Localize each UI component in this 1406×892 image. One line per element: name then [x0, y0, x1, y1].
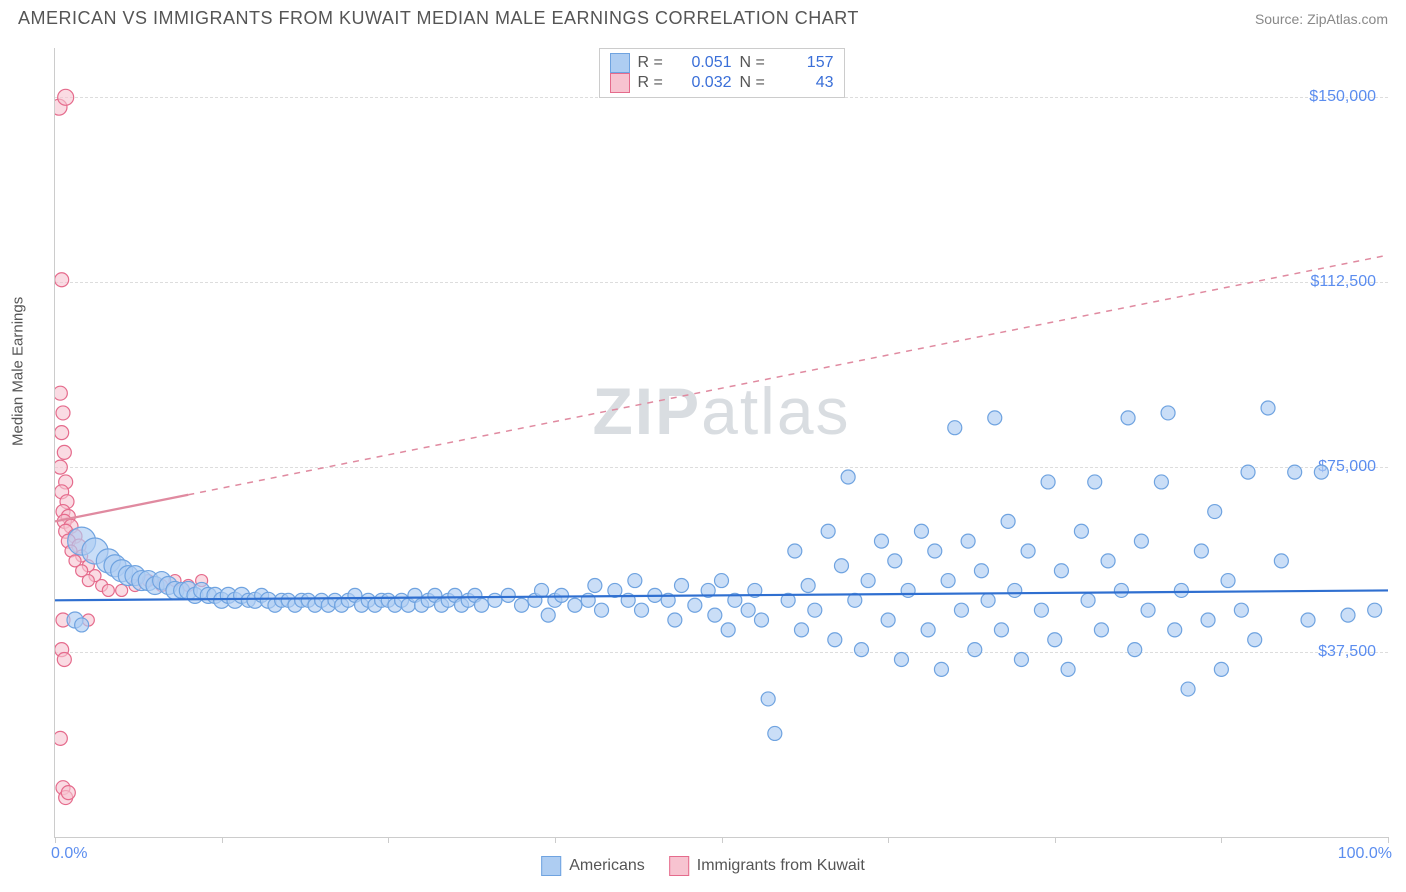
legend-item-americans: Americans — [541, 856, 645, 876]
legend-N-value-0: 157 — [778, 54, 834, 72]
chart-header: AMERICAN VS IMMIGRANTS FROM KUWAIT MEDIA… — [0, 0, 1406, 33]
legend-bottom-label-0: Americans — [569, 857, 645, 875]
x-tick-mark — [222, 837, 223, 843]
chart-plot-area: ZIPatlas R = 0.051 N = 157 R = 0.032 N =… — [54, 48, 1388, 838]
x-tick-mark — [722, 837, 723, 843]
x-tick-mark — [55, 837, 56, 843]
y-axis-label: Median Male Earnings — [10, 297, 27, 446]
scatter-svg — [55, 48, 1388, 837]
x-tick-mark — [555, 837, 556, 843]
legend-stats-box: R = 0.051 N = 157 R = 0.032 N = 43 — [599, 48, 845, 98]
legend-series: Americans Immigrants from Kuwait — [541, 856, 865, 876]
legend-N-label: N = — [740, 74, 770, 92]
x-tick-mark — [388, 837, 389, 843]
x-tick-mark — [888, 837, 889, 843]
x-tick-right: 100.0% — [1338, 845, 1392, 863]
x-tick-mark — [1055, 837, 1056, 843]
legend-R-label: R = — [638, 54, 668, 72]
legend-bottom-swatch-1 — [669, 856, 689, 876]
legend-stats-row-0: R = 0.051 N = 157 — [610, 53, 834, 73]
chart-title: AMERICAN VS IMMIGRANTS FROM KUWAIT MEDIA… — [18, 8, 859, 29]
legend-R-value-1: 0.032 — [676, 74, 732, 92]
legend-bottom-swatch-0 — [541, 856, 561, 876]
x-tick-mark — [1388, 837, 1389, 843]
legend-item-kuwait: Immigrants from Kuwait — [669, 856, 865, 876]
legend-N-label: N = — [740, 54, 770, 72]
legend-R-label: R = — [638, 74, 668, 92]
legend-R-value-0: 0.051 — [676, 54, 732, 72]
x-tick-mark — [1221, 837, 1222, 843]
legend-swatch-kuwait — [610, 73, 630, 93]
legend-swatch-americans — [610, 53, 630, 73]
legend-stats-row-1: R = 0.032 N = 43 — [610, 73, 834, 93]
legend-N-value-1: 43 — [778, 74, 834, 92]
chart-source: Source: ZipAtlas.com — [1255, 11, 1388, 27]
legend-bottom-label-1: Immigrants from Kuwait — [697, 857, 865, 875]
x-tick-left: 0.0% — [51, 845, 87, 863]
